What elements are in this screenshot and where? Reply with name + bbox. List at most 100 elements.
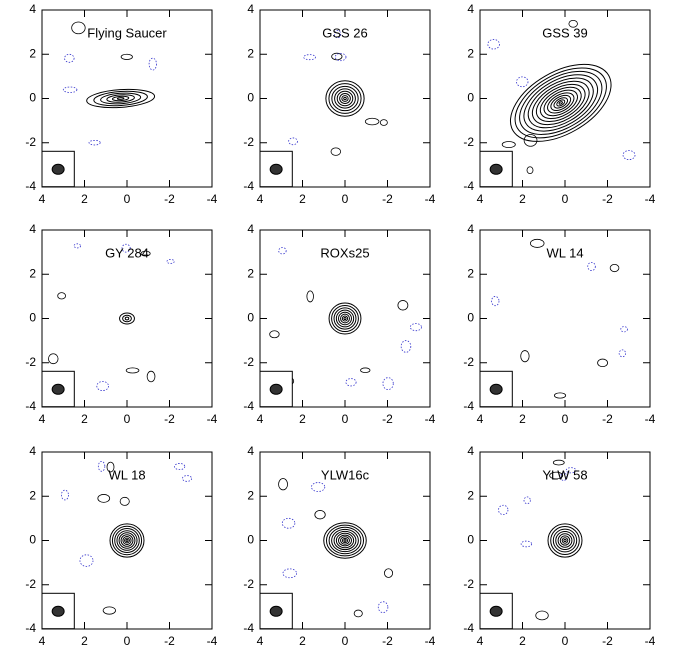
beam [489, 383, 503, 395]
panel: 4 2 0 -2 -4 -4 -2 0 2 4 WL 18 [25, 444, 217, 648]
source-contour [109, 523, 145, 558]
source-contour [335, 309, 355, 328]
noise-contour [282, 568, 298, 579]
x-tick-label: -4 [425, 634, 436, 648]
y-tick-label: 0 [29, 91, 36, 105]
noise-contour [587, 261, 596, 271]
beam [489, 605, 503, 617]
y-tick-label: 0 [467, 311, 474, 325]
x-tick-label: -4 [645, 634, 656, 648]
x-tick-label: 2 [81, 634, 88, 648]
noise-contour [535, 610, 549, 621]
panel: 4 2 0 -2 -4 -4 -2 0 2 4 GY 284 [25, 222, 217, 426]
noise-contour [330, 147, 342, 156]
source-contour [106, 94, 135, 103]
x-tick-label: -4 [207, 192, 218, 206]
source-contour [122, 314, 132, 323]
y-tick-label: 2 [467, 46, 474, 60]
source-contour [531, 80, 590, 126]
y-tick-label: 2 [29, 266, 36, 280]
noise-contour [182, 475, 193, 482]
source-contour [550, 526, 580, 555]
noise-contour [597, 358, 609, 368]
y-tick-label: -2 [243, 577, 254, 591]
y-tick-label: 4 [29, 2, 36, 16]
source-contour [335, 532, 355, 549]
source-contour [331, 304, 359, 333]
noise-contour [62, 86, 78, 93]
y-tick-label: -2 [243, 135, 254, 149]
source-contour [331, 528, 359, 553]
y-tick-label: 2 [29, 46, 36, 60]
y-tick-label: 4 [467, 222, 474, 236]
source-contour [86, 88, 156, 109]
noise-contour [102, 606, 116, 615]
x-tick-label: -2 [602, 192, 613, 206]
noise-contour [79, 554, 94, 567]
x-tick-label: 4 [257, 634, 264, 648]
x-tick-label: 0 [124, 412, 131, 426]
source-contour [547, 523, 583, 558]
noise-contour [97, 460, 106, 472]
y-tick-label: 0 [467, 91, 474, 105]
y-tick-label: -2 [243, 355, 254, 369]
source-contour [119, 312, 135, 325]
source-contour [336, 90, 354, 107]
source-contour [341, 95, 349, 102]
y-tick-label: 4 [29, 444, 36, 458]
y-tick-label: -4 [243, 179, 254, 193]
noise-contour [364, 117, 380, 126]
noise-contour [57, 292, 66, 300]
x-tick-label: 4 [39, 192, 46, 206]
noise-contour [73, 243, 82, 249]
source-contour [343, 96, 347, 101]
y-tick-label: 4 [247, 2, 254, 16]
x-tick-label: -4 [645, 192, 656, 206]
panel-title: ROXs25 [320, 245, 369, 260]
source-contour [120, 534, 134, 547]
x-tick-label: 0 [562, 634, 569, 648]
y-tick-label: -4 [243, 621, 254, 635]
x-tick-label: 4 [477, 412, 484, 426]
y-tick-label: -2 [25, 577, 36, 591]
y-tick-label: -2 [25, 135, 36, 149]
y-tick-label: -2 [25, 355, 36, 369]
x-tick-label: -4 [207, 412, 218, 426]
x-tick-label: 4 [39, 412, 46, 426]
noise-contour [48, 353, 59, 365]
noise-contour [303, 54, 316, 61]
source-contour [338, 534, 352, 547]
noise-contour [278, 247, 287, 255]
source-contour [553, 97, 569, 109]
noise-contour [554, 392, 567, 399]
panel: 4 2 0 -2 -4 -4 -2 0 2 4 GSS 39 [463, 2, 655, 206]
noise-contour [609, 263, 620, 273]
source-contour [550, 94, 572, 111]
source-contour [341, 315, 349, 322]
source-contour [509, 63, 612, 142]
y-tick-label: -4 [463, 399, 474, 413]
noise-contour [174, 463, 186, 471]
panel: 4 2 0 -2 -4 -4 -2 0 2 4 YLW 58 [463, 444, 655, 648]
panel-title: GSS 26 [322, 25, 368, 40]
source-contour [325, 524, 365, 557]
x-tick-label: 0 [562, 192, 569, 206]
beam [269, 383, 283, 395]
y-tick-label: 4 [247, 222, 254, 236]
panel: 4 2 0 -2 -4 -4 -2 0 2 4 YLW16c [243, 444, 435, 648]
x-tick-label: 4 [477, 192, 484, 206]
source-contour [343, 539, 347, 542]
source-contour [527, 77, 594, 129]
noise-contour [377, 601, 389, 614]
y-tick-label: 2 [247, 46, 254, 60]
source-contour [328, 83, 362, 114]
y-tick-label: 2 [467, 266, 474, 280]
y-tick-label: -4 [463, 179, 474, 193]
noise-contour [288, 137, 298, 146]
source-contour [555, 530, 575, 551]
noise-contour [278, 478, 288, 491]
beam [489, 163, 503, 175]
y-tick-label: 0 [29, 311, 36, 325]
x-tick-label: 0 [342, 412, 349, 426]
source-contour [334, 88, 356, 109]
